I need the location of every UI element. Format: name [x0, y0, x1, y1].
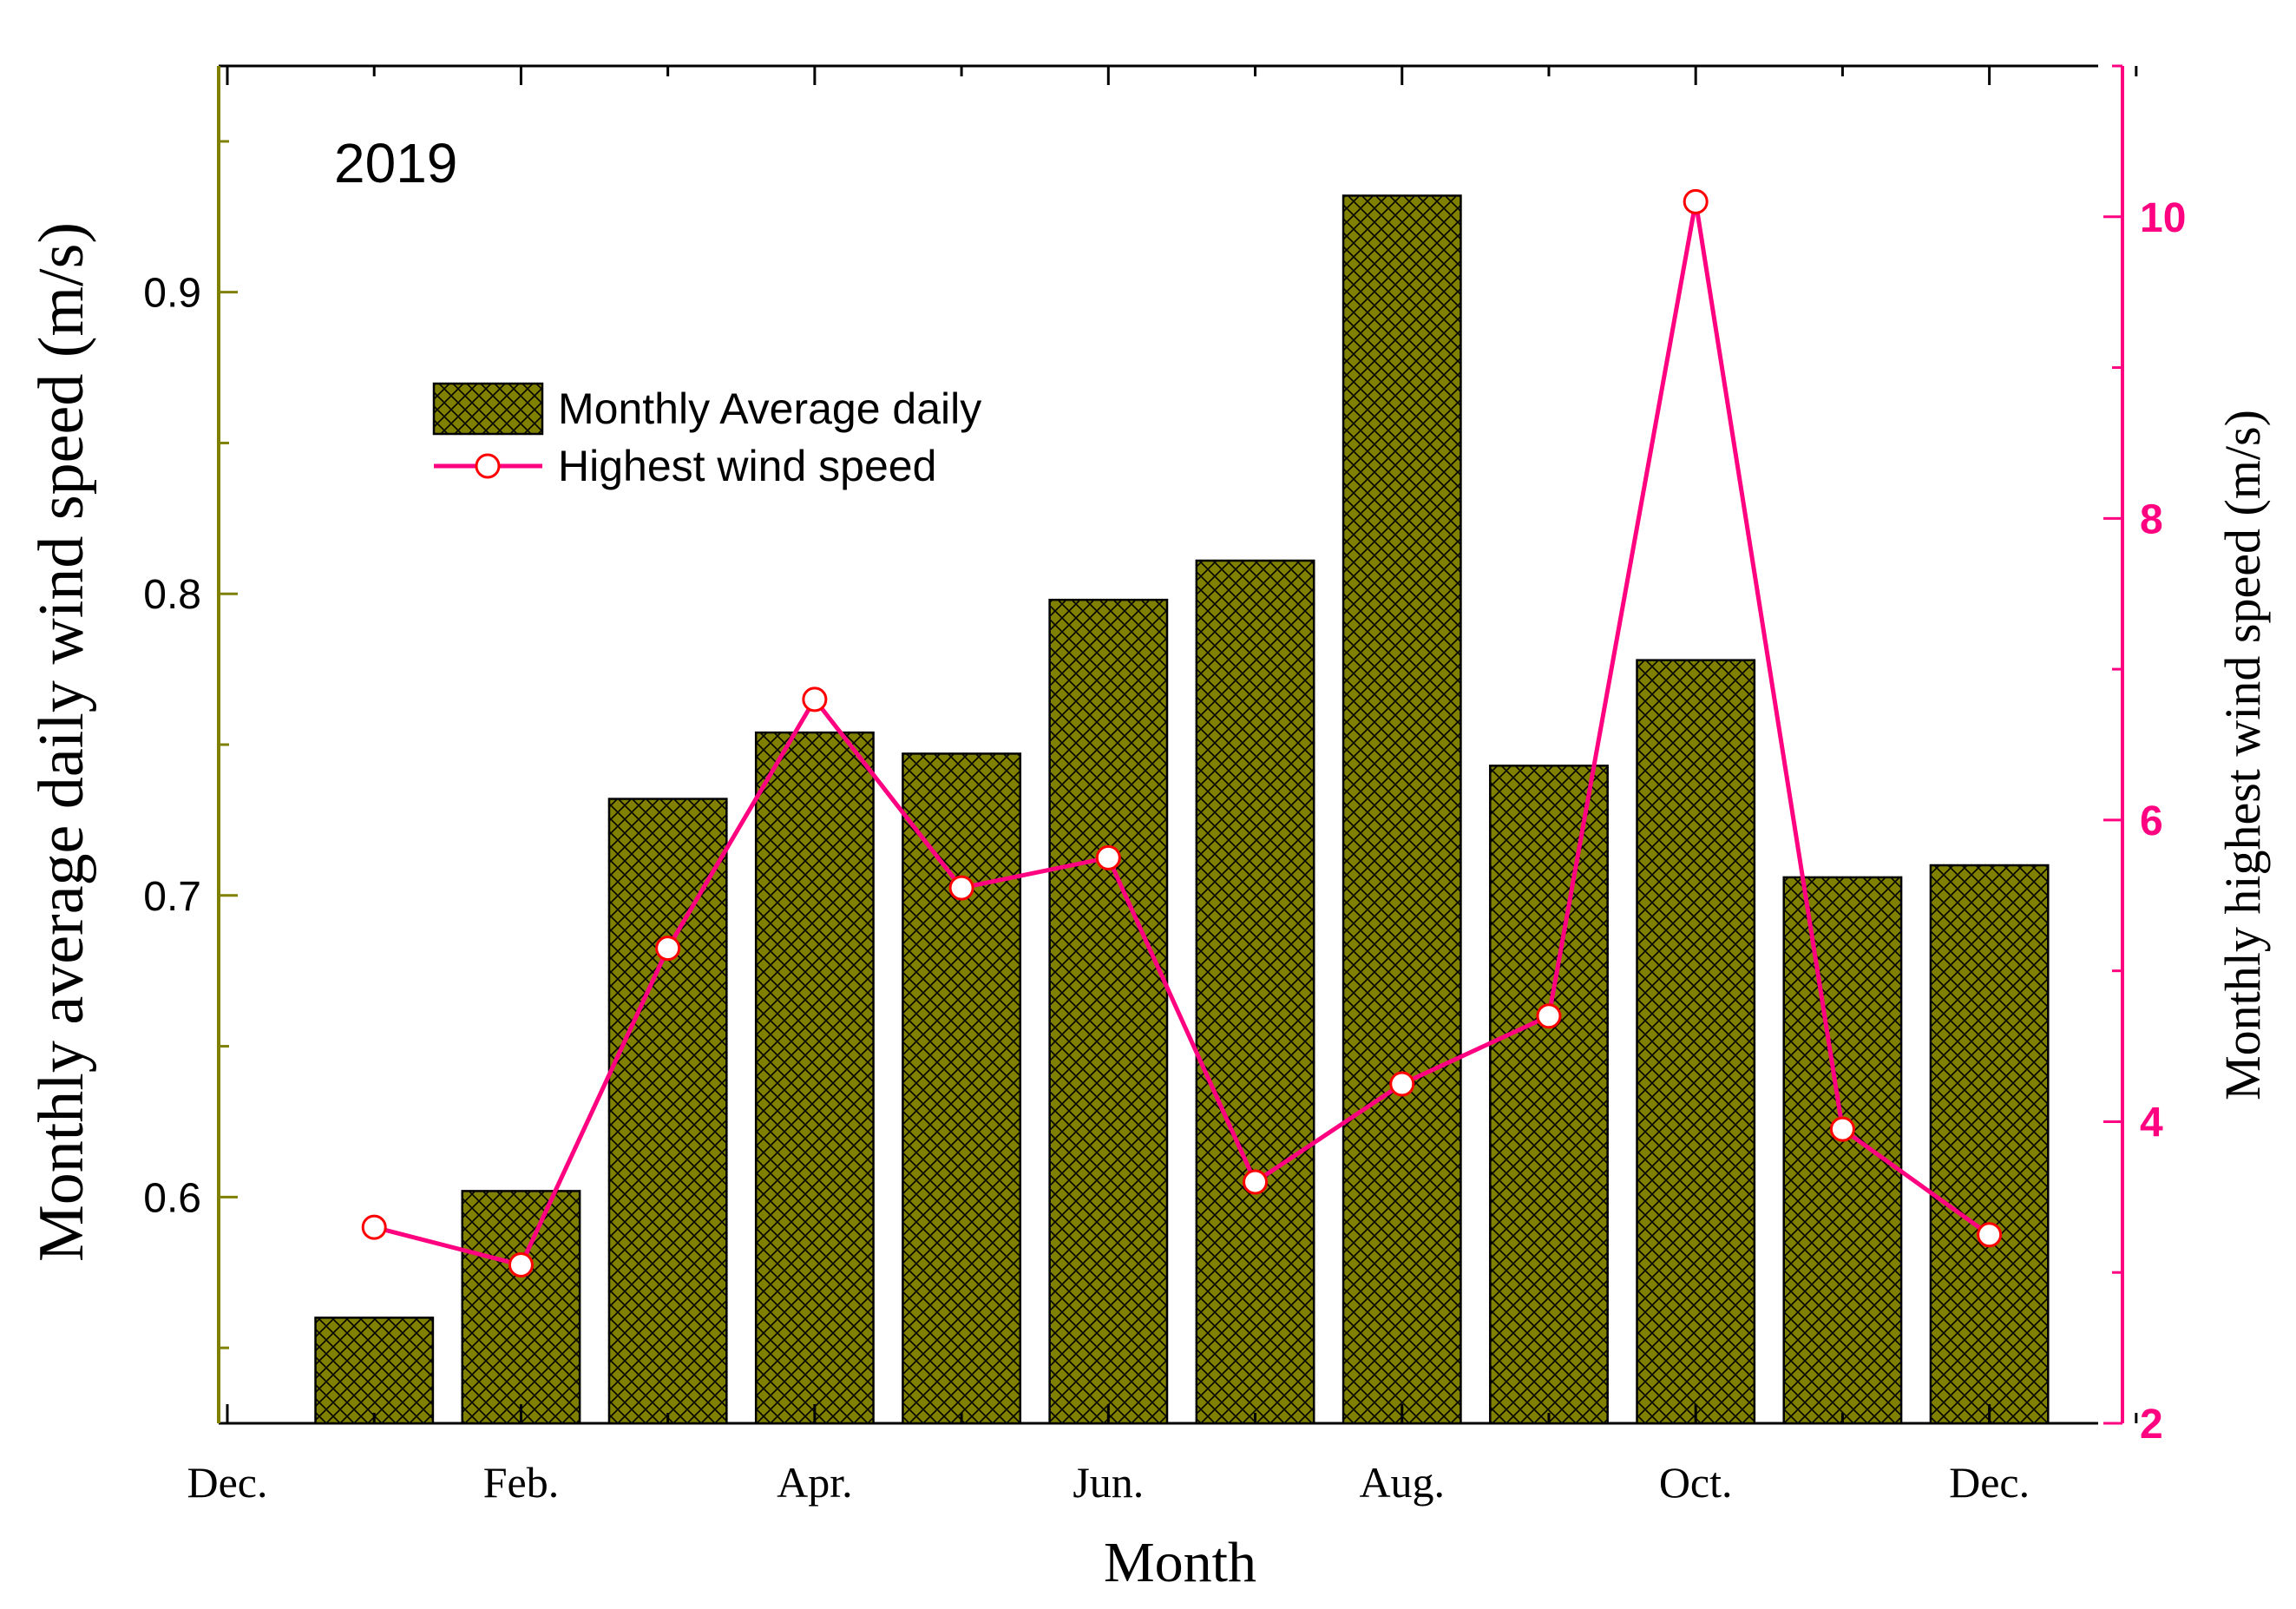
- y-left-tick-label: 0.6: [143, 1175, 201, 1221]
- highest-wind-marker-jun: [1095, 844, 1121, 870]
- bar-aug: [1342, 194, 1462, 1425]
- x-axis-title: Month: [1104, 1531, 1256, 1594]
- x-tick-label-5: Oct.: [1659, 1458, 1733, 1507]
- bar-may: [902, 752, 1022, 1425]
- bar-mar: [607, 798, 728, 1425]
- y-axis-left-title: Monthly average daily wind speed (m/s): [26, 222, 97, 1262]
- legend-label-bar: Monthly Average daily: [558, 384, 981, 433]
- bar-sep: [1489, 765, 1609, 1425]
- x-tick-label-4: Aug.: [1359, 1458, 1445, 1507]
- y-left-tick-label: 0.8: [143, 572, 201, 618]
- highest-wind-marker-oct: [1683, 188, 1709, 214]
- highest-wind-marker-feb: [508, 1252, 534, 1278]
- bar-apr: [754, 731, 875, 1425]
- y-left-tick-label: 0.9: [143, 271, 201, 317]
- highest-wind-marker-mar: [655, 936, 681, 962]
- highest-wind-line-group: [361, 188, 2003, 1278]
- x-tick-label-3: Jun.: [1073, 1458, 1144, 1507]
- bar-jul: [1195, 559, 1315, 1425]
- highest-wind-marker-may: [948, 875, 974, 901]
- y-right-tick-label: 10: [2140, 195, 2186, 241]
- bars-group: [314, 194, 2050, 1425]
- highest-wind-marker-apr: [802, 686, 828, 713]
- y-right-tick-label: 2: [2140, 1402, 2163, 1448]
- legend-swatch-bar: [432, 382, 544, 436]
- bar-jan: [314, 1317, 435, 1425]
- bar-dec: [1929, 864, 2050, 1425]
- highest-wind-line: [373, 199, 1991, 1268]
- highest-wind-marker-jan: [361, 1214, 387, 1240]
- highest-wind-marker-aug: [1389, 1071, 1415, 1097]
- highest-wind-marker-nov: [1829, 1116, 1855, 1142]
- ticks-group: 0.6 0.7 0.8 0.9 2 4 6 8 10 Dec. Feb. Apr. Jun. Aug. Oc…: [143, 64, 2186, 1507]
- bar-feb: [461, 1190, 581, 1425]
- x-tick-label-6: Dec.: [1949, 1458, 2030, 1507]
- y-axis-right-title: Monthly highest wind speed (m/s): [2214, 410, 2271, 1100]
- bar-jun: [1048, 598, 1169, 1425]
- highest-wind-marker-dec: [1977, 1222, 2003, 1248]
- legend: Monthly Average daily Highest wind speed: [432, 382, 981, 490]
- x-tick-label-0: Dec.: [187, 1458, 268, 1507]
- legend-swatch-marker: [475, 453, 501, 479]
- y-right-tick-label: 6: [2140, 798, 2163, 844]
- x-tick-label-1: Feb.: [483, 1458, 560, 1507]
- y-right-tick-label: 8: [2140, 496, 2163, 542]
- y-left-tick-label: 0.7: [143, 874, 201, 920]
- bar-nov: [1782, 876, 1903, 1425]
- legend-label-line: Highest wind speed: [558, 442, 936, 490]
- highest-wind-marker-sep: [1536, 1003, 1562, 1029]
- year-annotation: 2019: [334, 132, 457, 194]
- bar-oct: [1636, 659, 1756, 1425]
- x-tick-label-2: Apr.: [777, 1458, 853, 1507]
- highest-wind-marker-jul: [1243, 1169, 1269, 1195]
- y-right-tick-label: 4: [2140, 1100, 2163, 1146]
